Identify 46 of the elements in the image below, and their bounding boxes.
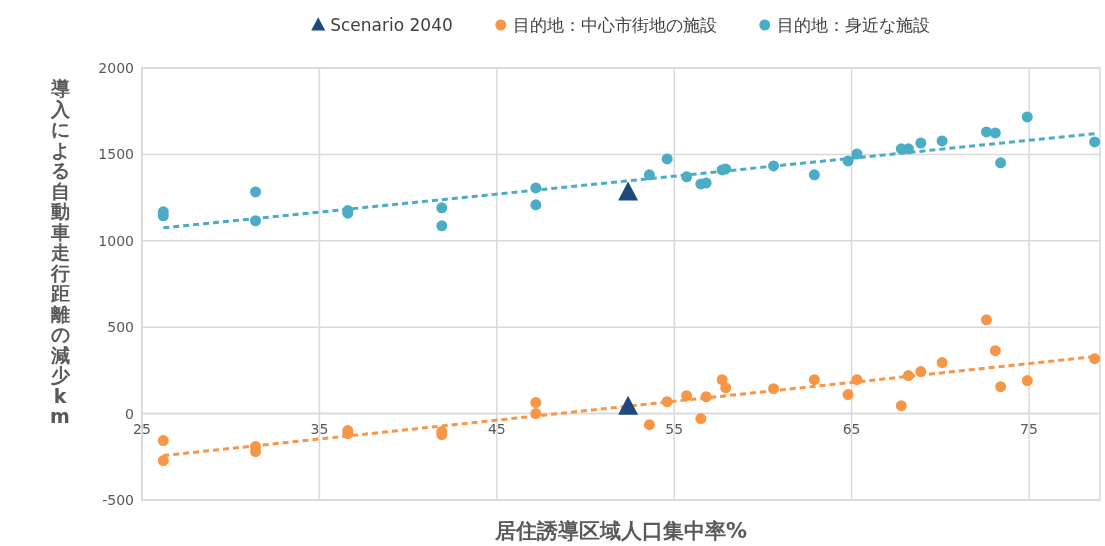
point [530,199,542,211]
x-tick-label: 55 [665,420,684,437]
point [989,127,1001,139]
text: 導入による自動車走行距離の減少km [50,77,70,427]
point [157,455,169,467]
y-tick-label: 1500 [98,146,134,163]
legend-label: 目的地：中心市街地の施設 [512,15,717,35]
x-tick-label: 75 [1020,420,1038,437]
point [1089,136,1101,148]
y-tick-label: 1000 [98,232,134,249]
x-axis-title: 居住誘導区域人口集中率% [493,519,748,543]
point [618,181,639,201]
point [681,390,693,402]
point [980,314,992,326]
x-tick-label: 25 [133,420,151,437]
point [720,382,732,394]
point [895,400,907,412]
point [995,157,1007,169]
x-tick-label: 65 [842,420,861,437]
y-tick-label: -500 [102,492,134,508]
point [695,413,707,425]
point [643,169,655,181]
point [936,357,948,369]
point [436,202,448,214]
legend-label: Scenario 2040 [330,15,453,35]
point [1021,375,1033,387]
point [808,374,820,386]
point [157,435,169,447]
point [1021,111,1033,123]
legend-label: 目的地：身近な施設 [776,15,930,35]
point [661,153,673,165]
point [915,137,927,149]
point [842,389,854,401]
point [936,135,948,147]
point [643,419,655,431]
x-tick-label: 35 [310,420,329,437]
x-tick-label: 45 [487,420,506,437]
point [436,220,448,232]
point [250,186,262,198]
y-tick-label: 0 [125,405,134,422]
point [808,169,820,181]
point [995,381,1007,393]
point [989,345,1001,357]
y-tick-label: 2000 [98,60,134,76]
point [530,397,542,409]
y-tick-label: 500 [107,319,134,336]
